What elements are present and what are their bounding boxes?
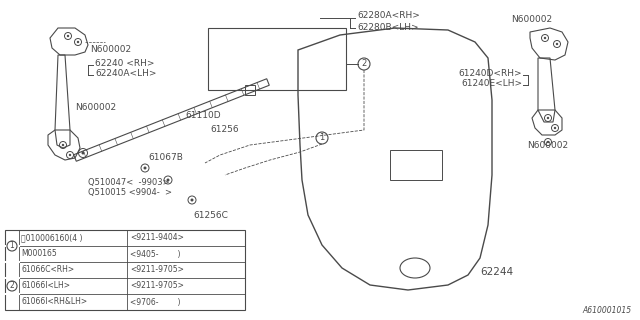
Circle shape	[556, 43, 558, 45]
Bar	[245, 85, 255, 95]
Text: Q510015 <9904-  >: Q510015 <9904- >	[88, 188, 172, 197]
Text: Ⓑ010006160(4 ): Ⓑ010006160(4 )	[21, 234, 83, 243]
Bar	[5, 230, 245, 310]
Circle shape	[62, 144, 64, 146]
Text: N600002: N600002	[527, 141, 568, 150]
Text: 62240 <RH>: 62240 <RH>	[95, 59, 154, 68]
Circle shape	[547, 141, 549, 143]
Text: 62244: 62244	[480, 267, 513, 277]
Text: 61110D: 61110D	[185, 110, 221, 119]
Text: 61240E<LH>: 61240E<LH>	[461, 79, 522, 89]
Circle shape	[191, 198, 193, 202]
Text: 1: 1	[10, 242, 14, 251]
Text: Q510047<  -9903>: Q510047< -9903>	[88, 179, 170, 188]
Circle shape	[143, 166, 147, 170]
Text: 1: 1	[319, 133, 324, 142]
Text: N600002: N600002	[75, 103, 116, 112]
Text: 2: 2	[10, 282, 14, 291]
Circle shape	[81, 151, 84, 155]
Text: 61066I<RH&LH>: 61066I<RH&LH>	[21, 298, 87, 307]
Bar	[208, 28, 346, 90]
Text: <9211-9705>: <9211-9705>	[130, 282, 184, 291]
Text: <9211-9404>: <9211-9404>	[130, 234, 184, 243]
Text: 61066C<RH>: 61066C<RH>	[21, 266, 74, 275]
Text: 61256C: 61256C	[193, 211, 228, 220]
Circle shape	[554, 127, 556, 129]
Text: 61066I<LH>: 61066I<LH>	[21, 282, 70, 291]
Text: <9211-9705>: <9211-9705>	[130, 266, 184, 275]
Bar	[390, 150, 442, 180]
Text: 62240A<LH>: 62240A<LH>	[95, 69, 157, 78]
Circle shape	[544, 37, 546, 39]
Text: <9405-        ): <9405- )	[130, 250, 180, 259]
Text: A610001015: A610001015	[583, 306, 632, 315]
Text: 61240D<RH>: 61240D<RH>	[458, 68, 522, 77]
Circle shape	[547, 117, 549, 119]
Circle shape	[77, 41, 79, 43]
Text: 62280B<LH>: 62280B<LH>	[357, 22, 419, 31]
Circle shape	[69, 154, 71, 156]
Text: 2: 2	[362, 60, 367, 68]
Text: 61067B: 61067B	[148, 153, 183, 162]
Text: N600002: N600002	[90, 45, 131, 54]
Text: M000165: M000165	[21, 250, 57, 259]
Circle shape	[166, 179, 170, 181]
Circle shape	[67, 35, 69, 37]
Text: 61256: 61256	[210, 125, 239, 134]
Text: 62280A<RH>: 62280A<RH>	[357, 12, 420, 20]
Text: N600002: N600002	[511, 15, 552, 24]
Text: <9706-        ): <9706- )	[130, 298, 180, 307]
